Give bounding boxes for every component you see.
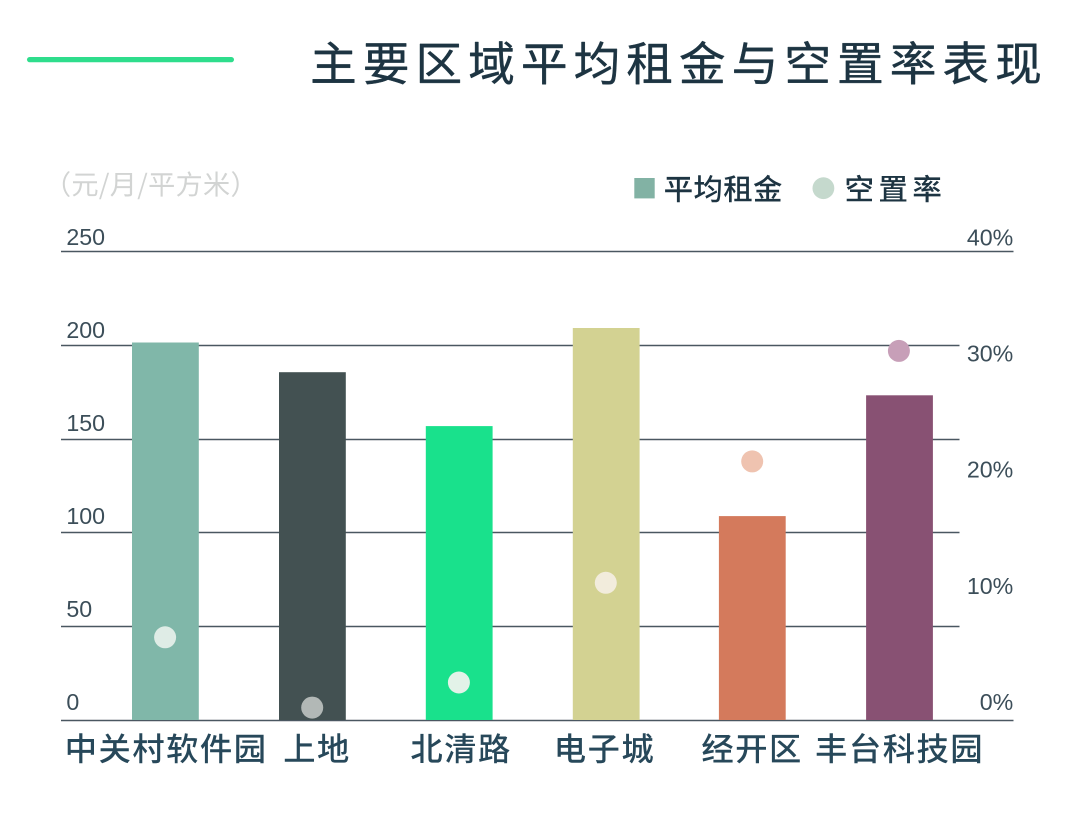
svg-text:10%: 10% xyxy=(967,573,1013,599)
svg-text:150: 150 xyxy=(66,410,105,436)
svg-text:0: 0 xyxy=(66,689,79,715)
svg-text:50: 50 xyxy=(66,596,92,622)
svg-text:250: 250 xyxy=(66,224,105,250)
svg-text:0%: 0% xyxy=(980,689,1014,715)
svg-text:20%: 20% xyxy=(967,457,1013,483)
svg-text:40%: 40% xyxy=(967,224,1013,250)
svg-text:200: 200 xyxy=(66,317,105,343)
svg-text:30%: 30% xyxy=(967,341,1013,367)
svg-text:100: 100 xyxy=(66,503,105,529)
